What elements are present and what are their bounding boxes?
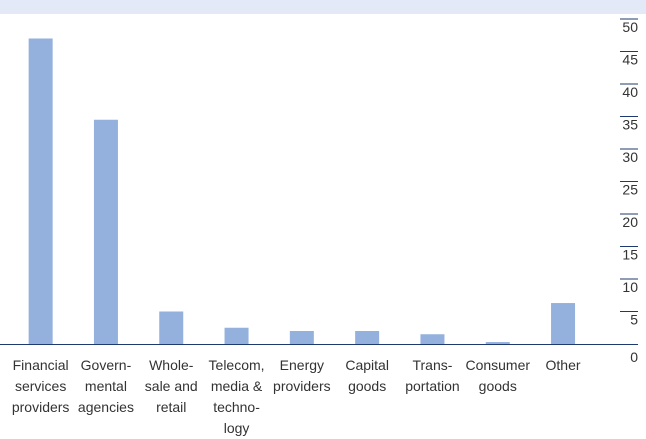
y-tick-label: 0: [630, 349, 638, 365]
bar: [224, 327, 249, 344]
category-label-line: retail: [156, 399, 186, 415]
header-band: [0, 0, 646, 14]
category-label-line: mental: [85, 378, 127, 394]
category-label-line: Capital: [345, 357, 389, 373]
category-label-line: techno-: [213, 399, 260, 415]
category-label-line: Whole-: [149, 357, 194, 373]
category-label: Whole-sale and retail: [145, 357, 198, 415]
bar: [159, 311, 184, 344]
category-label-line: sale and: [145, 378, 198, 394]
category-label-line: Energy: [280, 357, 324, 373]
y-tick-label: 20: [622, 214, 638, 230]
category-label-line: providers: [273, 378, 331, 394]
y-tick-label: 40: [622, 84, 638, 100]
category-label: Trans-portation: [405, 357, 459, 394]
bar: [485, 342, 510, 344]
y-tick-label: 15: [622, 247, 638, 263]
category-label-line: Telecom,: [209, 357, 265, 373]
category-label-line: services: [15, 378, 66, 394]
y-axis-ticks: 0 5 10 15 20 25 30 35 40 45 50: [620, 18, 638, 365]
category-label: Consumer goods: [465, 357, 530, 394]
category-label-line: media &: [211, 378, 263, 394]
y-tick-label: 50: [622, 19, 638, 35]
category-label-line: portation: [405, 378, 459, 394]
category-label-line: providers: [12, 399, 70, 415]
bar: [551, 303, 576, 344]
y-tick-label: 5: [630, 312, 638, 328]
bar: [420, 334, 445, 344]
bars: [28, 38, 576, 344]
y-tick-label: 10: [622, 279, 638, 295]
category-labels: Financial services providers Govern-mental a…: [12, 357, 581, 436]
y-tick-label: 35: [622, 117, 638, 133]
category-label: Financial services providers: [12, 357, 70, 415]
category-label: Govern-mental agencies: [78, 357, 134, 415]
category-label-line: agencies: [78, 399, 134, 415]
category-label: Telecom, media & techno-logy: [209, 357, 265, 436]
bar: [355, 331, 380, 344]
bar: [289, 331, 314, 344]
category-label-line: goods: [479, 378, 517, 394]
y-tick-label: 25: [622, 182, 638, 198]
category-label-line: Trans-: [412, 357, 452, 373]
category-label: Other: [546, 357, 581, 373]
category-label-line: Other: [546, 357, 581, 373]
bar: [28, 38, 53, 344]
category-label-line: Financial: [13, 357, 69, 373]
y-tick-label: 45: [622, 52, 638, 68]
category-label-line: logy: [224, 420, 250, 436]
category-label-line: Govern-: [81, 357, 132, 373]
category-label: Energy providers: [273, 357, 331, 394]
category-label-line: goods: [348, 378, 386, 394]
bar: [93, 119, 118, 344]
y-tick-label: 30: [622, 149, 638, 165]
category-label: Capital goods: [345, 357, 389, 394]
category-label-line: Consumer: [465, 357, 530, 373]
